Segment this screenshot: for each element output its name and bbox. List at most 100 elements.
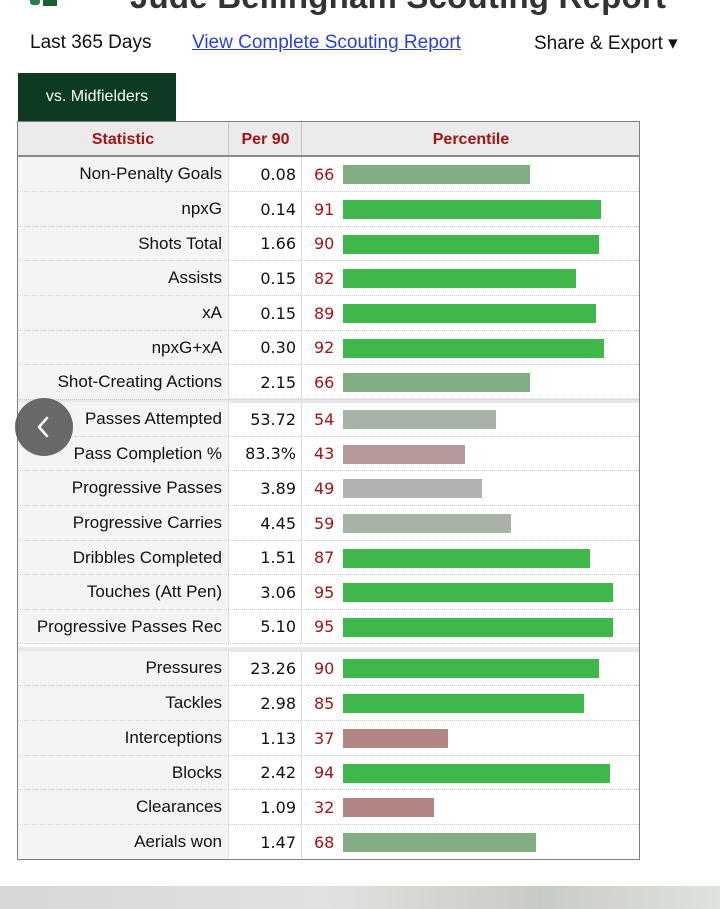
percentile-value: 54 [314,409,335,429]
percentile-value: 59 [314,513,335,533]
table-row: Clearances 1.09 32 [18,790,639,825]
percentile-bar [343,373,530,392]
percentile-bar [343,445,465,464]
report-nav: Last 365 Days View Complete Scouting Rep… [0,32,720,58]
table-row: Pressures 23.26 90 [18,651,639,686]
chevron-left-icon [37,416,49,438]
percentile-cell: 91 [301,192,639,226]
stat-name: Touches (Att Pen) [18,575,228,609]
stat-name: Aerials won [18,825,228,859]
percentile-cell: 59 [301,506,639,540]
stat-name: Shot-Creating Actions [18,365,228,399]
stat-name: npxG [18,192,228,226]
per90-value: 2.98 [228,686,301,720]
table-header: Statistic Per 90 Percentile [18,122,639,157]
site-logo[interactable] [30,0,120,8]
percentile-cell: 54 [301,402,639,436]
per90-value: 5.10 [228,610,301,643]
percentile-value: 95 [314,617,335,636]
percentile-value: 92 [314,338,335,357]
stat-name: Dribbles Completed [18,541,228,574]
percentile-value: 89 [314,303,335,323]
stat-name: Progressive Carries [18,506,228,540]
percentile-cell: 66 [301,157,639,191]
table-row: Interceptions 1.13 37 [18,721,639,756]
stat-name: Interceptions [18,721,228,755]
table-row: Dribbles Completed 1.51 87 [18,541,639,575]
percentile-value: 37 [314,728,335,748]
percentile-cell: 87 [301,541,639,574]
column-header-statistic[interactable]: Statistic [91,131,155,148]
percentile-cell: 90 [301,227,639,260]
percentile-cell: 66 [301,365,639,399]
view-complete-report-link[interactable]: View Complete Scouting Report [192,32,461,53]
percentile-value: 82 [314,268,335,288]
percentile-bar [343,339,604,358]
percentile-value: 32 [314,797,335,817]
table-row: Pass Completion % 83.3% 43 [18,437,639,471]
percentile-bar [343,410,496,429]
percentile-cell: 89 [301,296,639,330]
scouting-table: Statistic Per 90 Percentile Non-Penalty … [17,121,640,860]
per90-value: 53.72 [228,402,301,436]
percentile-bar [343,694,584,713]
stat-name: xA [18,296,228,330]
per90-value: 1.47 [228,825,301,859]
period-label: Last 365 Days [30,32,152,53]
share-export-menu[interactable]: Share & Export ▾ [534,33,678,54]
stat-name: Clearances [18,790,228,824]
percentile-cell: 43 [301,437,639,470]
percentile-value: 66 [314,372,335,392]
stat-name: Tackles [18,686,228,720]
stat-name: Pressures [18,651,228,685]
table-row: Aerials won 1.47 68 [18,825,639,859]
percentile-cell: 92 [301,331,639,364]
column-header-percentile[interactable]: Percentile [301,122,640,155]
per90-value: 1.66 [228,227,301,260]
column-header-per90[interactable]: Per 90 [228,122,302,155]
percentile-bar [343,798,434,817]
per90-value: 1.09 [228,790,301,824]
table-row: Progressive Carries 4.45 59 [18,506,639,541]
percentile-value: 87 [314,548,335,567]
percentile-value: 85 [314,693,335,713]
percentile-value: 49 [314,478,335,498]
percentile-bar [343,165,530,184]
table-row: Passes Attempted 53.72 54 [18,402,639,437]
stat-name: Progressive Passes Rec [18,610,228,643]
tab-vs-midfielders[interactable]: vs. Midfielders [18,73,176,121]
per90-value: 83.3% [228,437,301,470]
percentile-cell: 85 [301,686,639,720]
percentile-bar [343,618,613,637]
percentile-bar [343,729,448,748]
percentile-bar [343,235,599,254]
stat-name: Shots Total [18,227,228,260]
percentile-cell: 32 [301,790,639,824]
percentile-value: 95 [314,582,335,602]
per90-value: 2.42 [228,756,301,789]
bottom-bar [0,886,720,909]
percentile-bar [343,269,576,288]
per90-value: 23.26 [228,651,301,685]
table-row: Shots Total 1.66 90 [18,227,639,261]
stat-name: npxG+xA [18,331,228,364]
percentile-value: 66 [314,164,335,184]
percentile-value: 91 [314,199,335,219]
table-row: Shot-Creating Actions 2.15 66 [18,365,639,400]
percentile-cell: 68 [301,825,639,859]
percentile-value: 68 [314,832,335,852]
table-row: npxG+xA 0.30 92 [18,331,639,365]
stat-name: Progressive Passes [18,471,228,505]
table-row: Blocks 2.42 94 [18,756,639,790]
percentile-bar [343,200,601,219]
table-row: Assists 0.15 82 [18,261,639,296]
back-button[interactable] [15,398,73,456]
page-title: Jude Bellingham Scouting Report [130,0,666,16]
percentile-bar [343,659,599,678]
title-bar: Jude Bellingham Scouting Report [0,0,720,20]
table-row: Tackles 2.98 85 [18,686,639,721]
table-row: Progressive Passes 3.89 49 [18,471,639,506]
percentile-cell: 49 [301,471,639,505]
table-row: Non-Penalty Goals 0.08 66 [18,157,639,192]
percentile-cell: 95 [301,575,639,609]
